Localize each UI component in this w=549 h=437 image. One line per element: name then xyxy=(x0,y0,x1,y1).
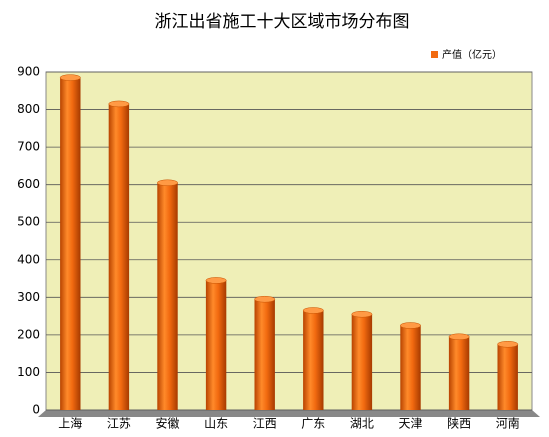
bar-cap xyxy=(108,100,130,108)
x-tick-label: 江苏 xyxy=(107,417,131,431)
y-tick-label: 600 xyxy=(17,177,40,191)
bar xyxy=(448,336,470,410)
bar xyxy=(400,325,421,410)
x-tick-label: 江西 xyxy=(253,417,277,431)
bar xyxy=(254,299,275,410)
bar xyxy=(60,77,81,410)
legend-label: 产值（亿元） xyxy=(442,48,502,61)
y-tick-label: 0 xyxy=(32,403,40,417)
y-tick-label: 800 xyxy=(17,102,40,116)
bar-cap xyxy=(254,295,276,303)
bar xyxy=(303,310,324,410)
bar xyxy=(497,344,518,410)
x-tick-label: 天津 xyxy=(398,417,422,431)
bar-cap xyxy=(400,322,421,329)
x-tick-label: 山东 xyxy=(204,417,228,431)
floor xyxy=(38,410,540,417)
chart-title: 浙江出省施工十大区域市场分布图 xyxy=(155,12,410,32)
y-tick-label: 200 xyxy=(17,327,40,341)
bar-cap xyxy=(351,310,373,318)
bar xyxy=(108,103,130,410)
bar xyxy=(205,280,227,410)
bar-cap xyxy=(157,179,178,187)
bar-cap xyxy=(497,341,519,348)
y-tick-label: 100 xyxy=(17,365,40,379)
y-tick-label: 500 xyxy=(17,215,40,229)
bar-cap xyxy=(302,307,324,314)
legend-swatch xyxy=(431,51,438,58)
x-tick-label: 安徽 xyxy=(155,416,179,431)
x-tick-label: 上海 xyxy=(58,416,82,431)
bar-cap xyxy=(59,74,81,81)
bar-cap xyxy=(448,333,470,341)
x-tick-label: 河南 xyxy=(496,416,520,431)
x-tick-label: 湖北 xyxy=(350,416,374,431)
y-tick-label: 900 xyxy=(17,65,40,79)
bar xyxy=(157,182,178,410)
bar-cap xyxy=(205,277,227,284)
y-tick-label: 300 xyxy=(17,290,40,304)
x-tick-label: 广东 xyxy=(301,417,325,431)
y-tick-label: 400 xyxy=(17,252,40,266)
x-tick-label: 陕西 xyxy=(447,416,471,431)
y-tick-label: 700 xyxy=(17,140,40,154)
bar xyxy=(351,314,373,410)
